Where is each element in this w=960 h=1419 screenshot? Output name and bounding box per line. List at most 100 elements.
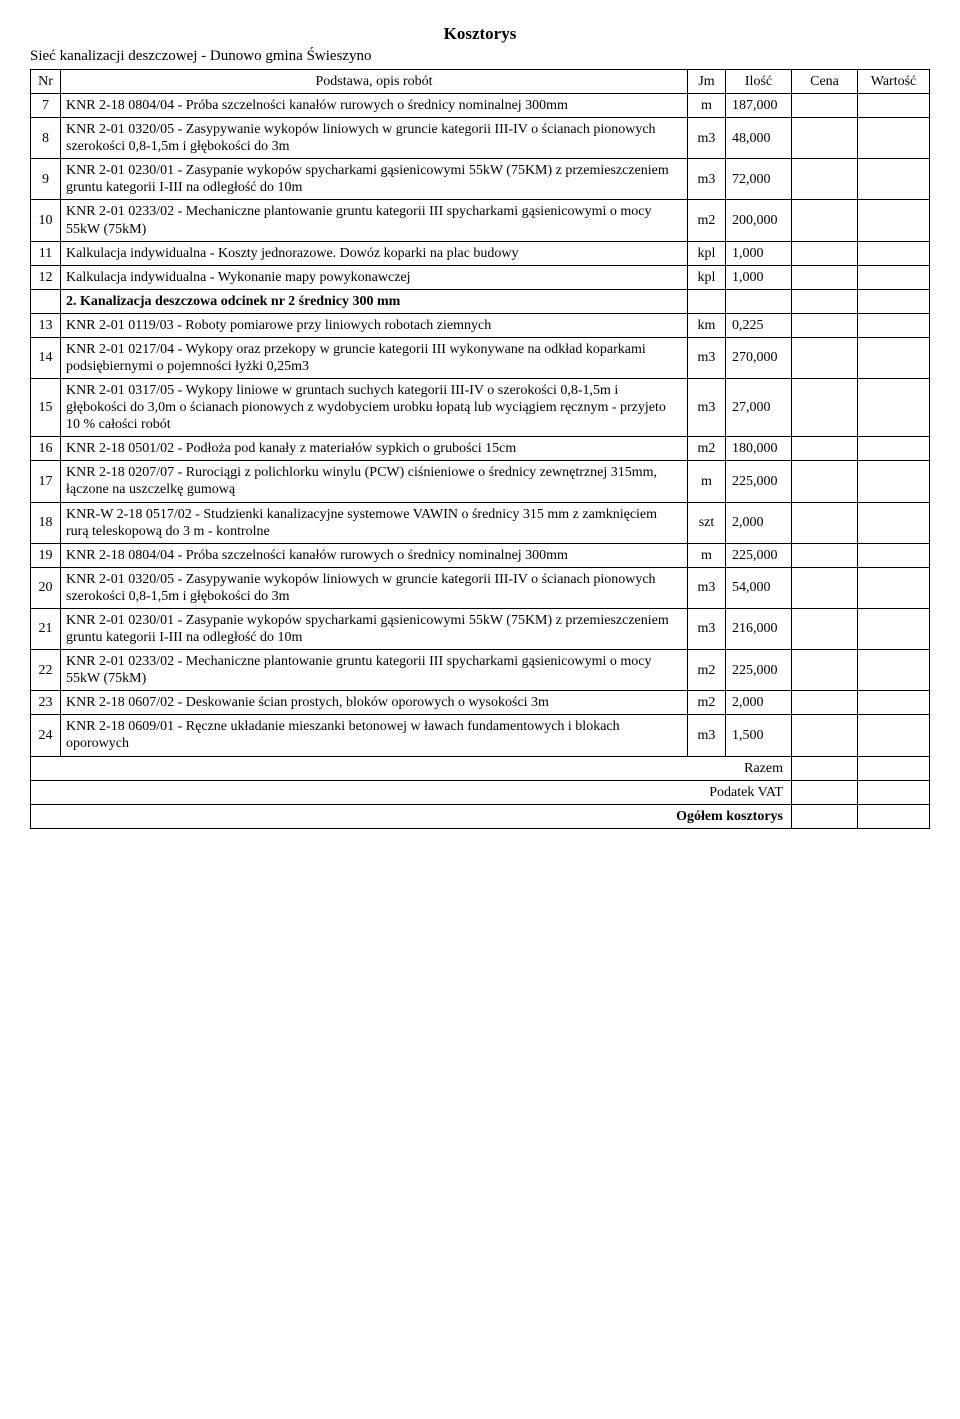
cell-desc: KNR 2-18 0804/04 - Próba szczelności kan…: [61, 543, 688, 567]
cell-cena: [792, 265, 858, 289]
cell-cena: [792, 241, 858, 265]
table-row: 16KNR 2-18 0501/02 - Podłoża pod kanały …: [31, 437, 930, 461]
cell-wartosc: [858, 241, 930, 265]
cell-wartosc: [858, 159, 930, 200]
cell-nr: 12: [31, 265, 61, 289]
cell-desc: KNR 2-18 0609/01 - Ręczne układanie mies…: [61, 715, 688, 756]
col-wartosc: Wartość: [858, 70, 930, 94]
cell-ilosc: 54,000: [726, 567, 792, 608]
cell-ilosc: 216,000: [726, 608, 792, 649]
cell-jm: m3: [688, 118, 726, 159]
cell-wartosc: [858, 313, 930, 337]
table-row: 14KNR 2-01 0217/04 - Wykopy oraz przekop…: [31, 337, 930, 378]
cell-jm: m2: [688, 650, 726, 691]
cell-nr: 14: [31, 337, 61, 378]
cell-wartosc: [858, 543, 930, 567]
cell-ilosc: 225,000: [726, 650, 792, 691]
table-row: 17KNR 2-18 0207/07 - Rurociągi z polichl…: [31, 461, 930, 502]
footer-cell: [792, 756, 858, 780]
table-row: 24KNR 2-18 0609/01 - Ręczne układanie mi…: [31, 715, 930, 756]
table-row: 20KNR 2-01 0320/05 - Zasypywanie wykopów…: [31, 567, 930, 608]
cell-wartosc: [858, 461, 930, 502]
cell-cena: [792, 691, 858, 715]
cell-desc: KNR 2-01 0217/04 - Wykopy oraz przekopy …: [61, 337, 688, 378]
cell-ilosc: 27,000: [726, 379, 792, 437]
cell-cena: [792, 567, 858, 608]
cell-desc: KNR 2-01 0317/05 - Wykopy liniowe w grun…: [61, 379, 688, 437]
cell-cena: [792, 337, 858, 378]
table-row: 18KNR-W 2-18 0517/02 - Studzienki kanali…: [31, 502, 930, 543]
cell-ilosc: 1,000: [726, 265, 792, 289]
cell-nr: 22: [31, 650, 61, 691]
cell-wartosc: [858, 608, 930, 649]
cell-cena: [792, 461, 858, 502]
cell-jm: [688, 289, 726, 313]
cell-nr: 20: [31, 567, 61, 608]
cell-desc: KNR 2-01 0230/01 - Zasypanie wykopów spy…: [61, 608, 688, 649]
cell-nr: 8: [31, 118, 61, 159]
cell-ilosc: 187,000: [726, 94, 792, 118]
cell-ilosc: 0,225: [726, 313, 792, 337]
cell-nr: 19: [31, 543, 61, 567]
cell-cena: [792, 502, 858, 543]
cell-cena: [792, 313, 858, 337]
col-cena: Cena: [792, 70, 858, 94]
cell-nr: 13: [31, 313, 61, 337]
cell-ilosc: 180,000: [726, 437, 792, 461]
cell-desc: KNR 2-18 0804/04 - Próba szczelności kan…: [61, 94, 688, 118]
table-row: 7KNR 2-18 0804/04 - Próba szczelności ka…: [31, 94, 930, 118]
cell-wartosc: [858, 94, 930, 118]
page: Kosztorys Sieć kanalizacji deszczowej - …: [30, 24, 930, 829]
cell-desc: KNR 2-18 0501/02 - Podłoża pod kanały z …: [61, 437, 688, 461]
cell-ilosc: 2,000: [726, 691, 792, 715]
cell-ilosc: 72,000: [726, 159, 792, 200]
cell-ilosc: 200,000: [726, 200, 792, 241]
cell-nr: 17: [31, 461, 61, 502]
col-desc: Podstawa, opis robót: [61, 70, 688, 94]
footer-razem-row: Razem: [31, 756, 930, 780]
cell-nr: 18: [31, 502, 61, 543]
cell-jm: m: [688, 543, 726, 567]
cell-desc: Kalkulacja indywidualna - Wykonanie mapy…: [61, 265, 688, 289]
col-ilosc: Ilość: [726, 70, 792, 94]
cell-jm: m3: [688, 608, 726, 649]
cost-table: Nr Podstawa, opis robót Jm Ilość Cena Wa…: [30, 69, 930, 829]
page-title: Kosztorys: [30, 24, 930, 44]
cell-wartosc: [858, 265, 930, 289]
table-row: 8KNR 2-01 0320/05 - Zasypywanie wykopów …: [31, 118, 930, 159]
cell-ilosc: 225,000: [726, 543, 792, 567]
cell-jm: km: [688, 313, 726, 337]
cell-nr: 15: [31, 379, 61, 437]
table-row: 11Kalkulacja indywidualna - Koszty jedno…: [31, 241, 930, 265]
table-row: 13KNR 2-01 0119/03 - Roboty pomiarowe pr…: [31, 313, 930, 337]
footer-vat-row: Podatek VAT: [31, 780, 930, 804]
cell-cena: [792, 118, 858, 159]
cell-cena: [792, 289, 858, 313]
cell-wartosc: [858, 502, 930, 543]
cell-ilosc: [726, 289, 792, 313]
cell-cena: [792, 200, 858, 241]
cell-jm: m3: [688, 159, 726, 200]
cell-nr: 23: [31, 691, 61, 715]
table-row: 19KNR 2-18 0804/04 - Próba szczelności k…: [31, 543, 930, 567]
footer-razem: Razem: [31, 756, 792, 780]
cell-wartosc: [858, 715, 930, 756]
cell-desc: KNR 2-01 0119/03 - Roboty pomiarowe przy…: [61, 313, 688, 337]
cell-cena: [792, 437, 858, 461]
cell-jm: m2: [688, 200, 726, 241]
cell-jm: szt: [688, 502, 726, 543]
cell-jm: kpl: [688, 265, 726, 289]
cell-ilosc: 2,000: [726, 502, 792, 543]
footer-ogolem: Ogółem kosztorys: [31, 804, 792, 828]
col-nr: Nr: [31, 70, 61, 94]
cell-wartosc: [858, 691, 930, 715]
table-row: 22KNR 2-01 0233/02 - Mechaniczne plantow…: [31, 650, 930, 691]
cell-wartosc: [858, 650, 930, 691]
cell-cena: [792, 94, 858, 118]
cell-jm: m3: [688, 379, 726, 437]
table-header-row: Nr Podstawa, opis robót Jm Ilość Cena Wa…: [31, 70, 930, 94]
cell-wartosc: [858, 118, 930, 159]
cell-desc: Kalkulacja indywidualna - Koszty jednora…: [61, 241, 688, 265]
cell-desc: KNR 2-01 0320/05 - Zasypywanie wykopów l…: [61, 567, 688, 608]
cell-wartosc: [858, 437, 930, 461]
